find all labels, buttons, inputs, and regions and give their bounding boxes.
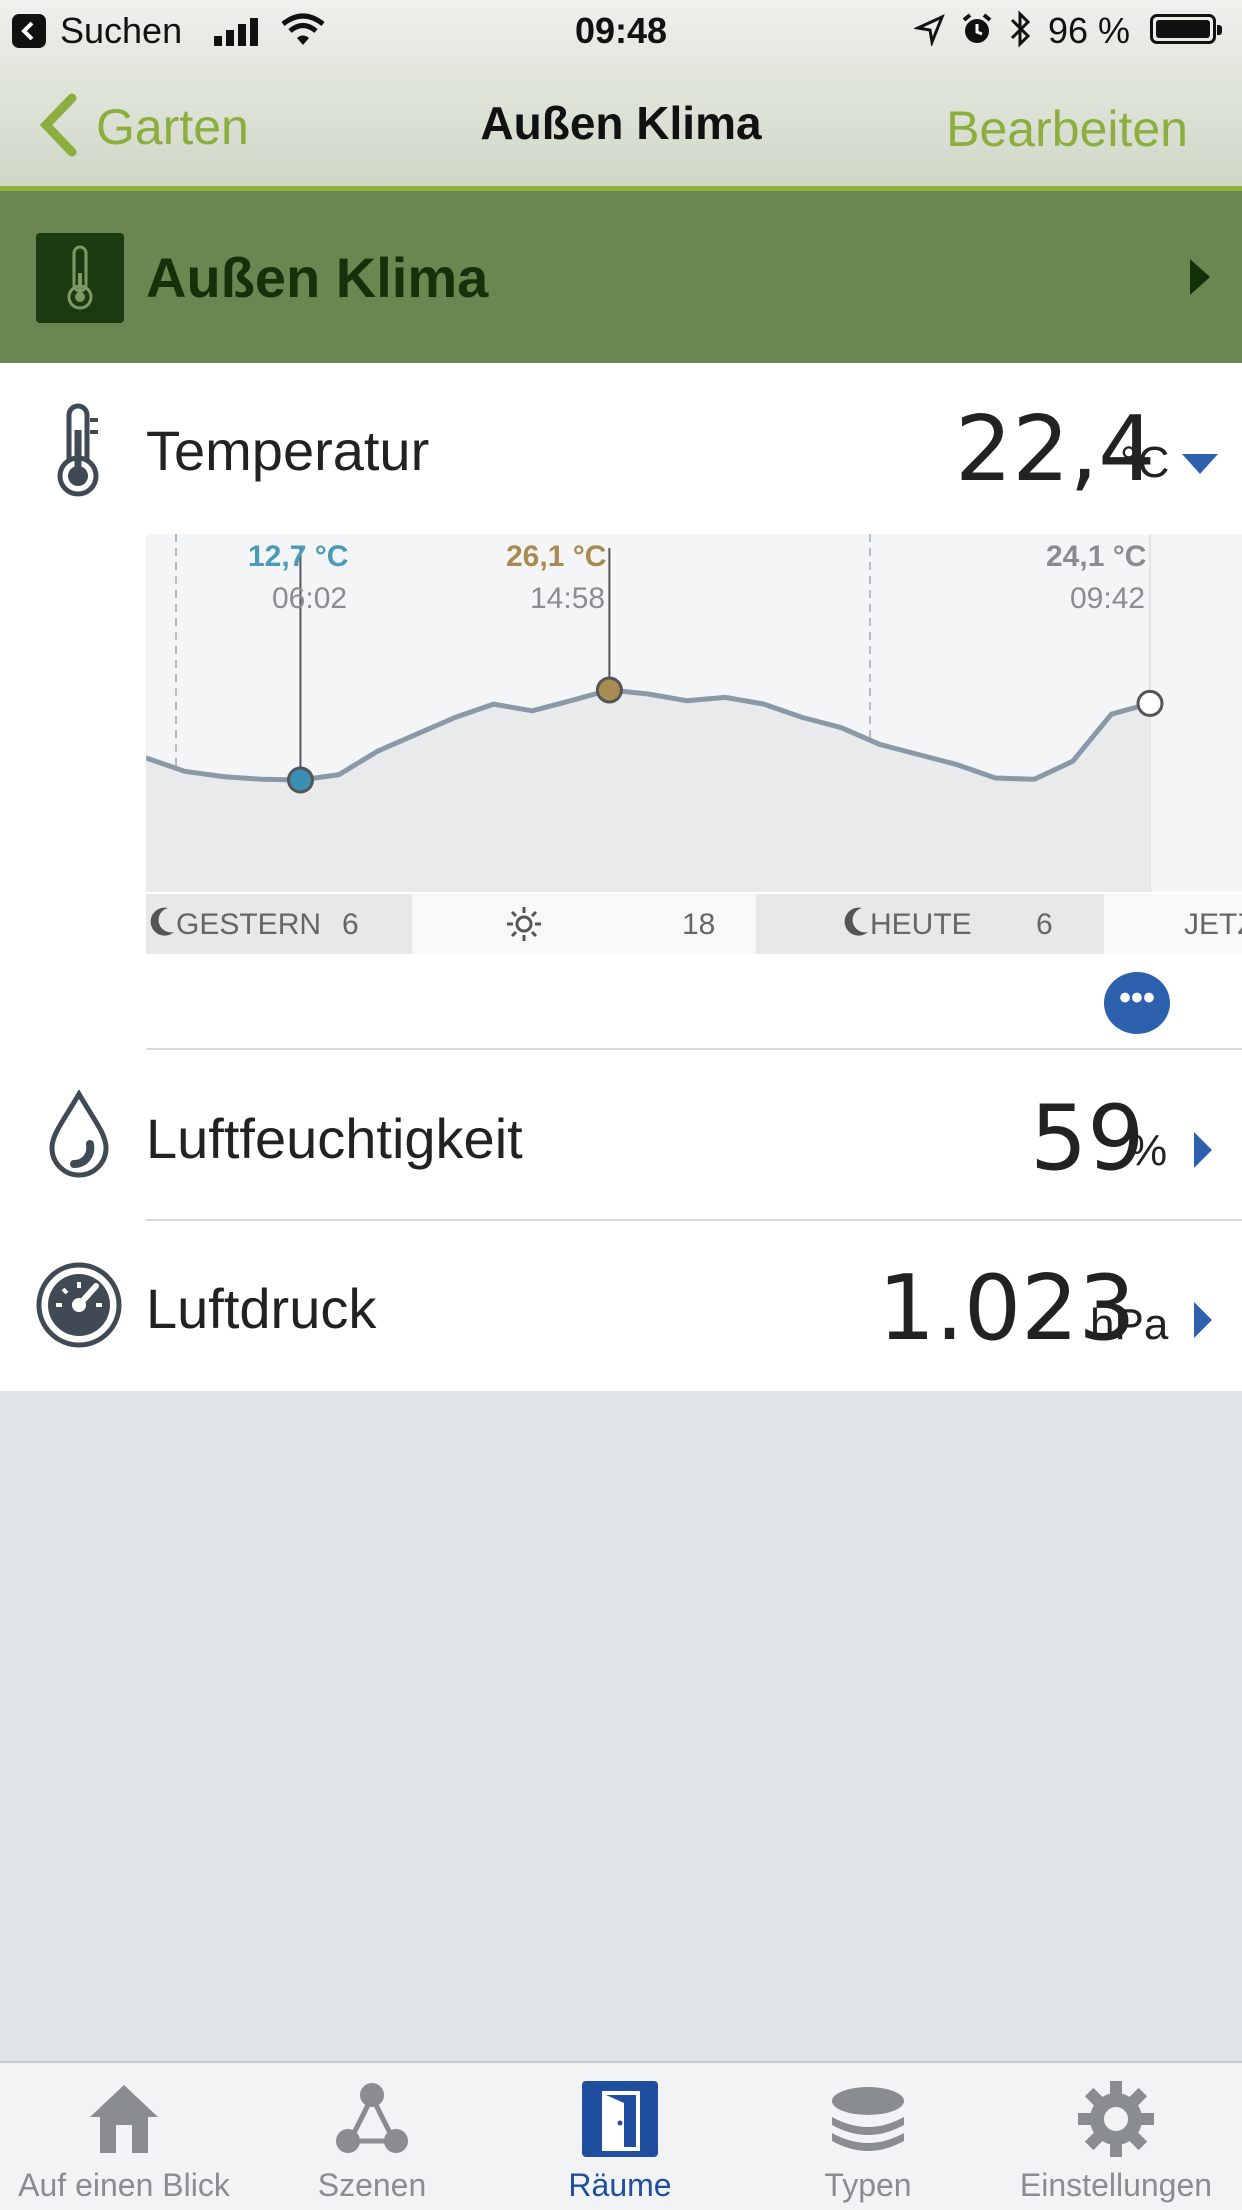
tab-settings[interactable]: Einstellungen bbox=[992, 2063, 1240, 2210]
max-time-label: 14:58 bbox=[530, 582, 606, 615]
chevron-down-icon[interactable] bbox=[1180, 452, 1220, 478]
temperature-value: 22,4 bbox=[955, 397, 1156, 502]
axis-label-today: HEUTE bbox=[870, 908, 972, 941]
gauge-icon bbox=[36, 1262, 122, 1348]
moon-icon bbox=[150, 907, 174, 936]
humidity-label[interactable]: Luftfeuchtigkeit bbox=[146, 1107, 523, 1170]
night-band-yesterday bbox=[146, 894, 412, 954]
min-value-label: 12,7 °C bbox=[248, 540, 349, 573]
temperature-label: Temperatur bbox=[146, 419, 430, 482]
edit-button[interactable]: Bearbeiten bbox=[946, 101, 1188, 157]
room-thermometer-icon bbox=[36, 233, 124, 323]
back-button[interactable]: Garten bbox=[96, 99, 249, 155]
gear-icon bbox=[1078, 2081, 1154, 2157]
chart-canvas bbox=[145, 534, 1164, 892]
tab-overview[interactable]: Auf einen Blick bbox=[0, 2063, 248, 2210]
tab-bar: Auf einen Blick Szenen Räume Typen bbox=[0, 2061, 1242, 2210]
axis-label-yesterday: GESTERN bbox=[176, 908, 322, 941]
clock: 09:48 bbox=[574, 10, 668, 51]
bluetooth-icon bbox=[1010, 10, 1031, 48]
night-band-today bbox=[756, 894, 1104, 954]
temperature-unit: °C bbox=[1120, 438, 1170, 487]
room-title: Außen Klima bbox=[146, 246, 489, 309]
humidity-value: 59 bbox=[1030, 1086, 1145, 1191]
pressure-label[interactable]: Luftdruck bbox=[146, 1277, 377, 1340]
scenes-icon bbox=[336, 2083, 408, 2153]
axis-tick-6-yesterday: 6 bbox=[342, 908, 359, 941]
location-icon bbox=[914, 14, 945, 46]
room-header[interactable]: Außen Klima bbox=[0, 191, 1242, 363]
back-to-app-icon[interactable] bbox=[12, 14, 46, 48]
axis-label-now: JETZT bbox=[1184, 908, 1242, 941]
min-time-label: 06:02 bbox=[272, 582, 348, 615]
layers-icon bbox=[832, 2087, 904, 2151]
axis-tick-18: 18 bbox=[682, 908, 716, 941]
door-icon bbox=[582, 2081, 658, 2157]
axis-tick-6-today: 6 bbox=[1036, 908, 1053, 941]
sun-icon bbox=[507, 907, 541, 941]
more-button[interactable]: ••• bbox=[1104, 972, 1170, 1034]
signal-icon bbox=[214, 18, 258, 46]
tab-label: Szenen bbox=[317, 2167, 427, 2203]
battery-percent: 96 % bbox=[1048, 10, 1131, 51]
divider bbox=[146, 1048, 1242, 1050]
max-value-label: 26,1 °C bbox=[506, 540, 607, 573]
back-app-label[interactable]: Suchen bbox=[60, 10, 183, 51]
chevron-right-icon[interactable] bbox=[1188, 257, 1212, 297]
pressure-value: 1.023 bbox=[878, 1256, 1136, 1361]
tab-scenes[interactable]: Szenen bbox=[248, 2063, 496, 2210]
current-point bbox=[1136, 689, 1164, 717]
moon-icon bbox=[844, 907, 868, 936]
top-bar: Suchen 09:48 96 % Garten Außen Klima Bea… bbox=[0, 0, 1242, 191]
water-drop-icon bbox=[49, 1090, 109, 1178]
current-time-label: 09:42 bbox=[1070, 582, 1146, 615]
tab-label: Einstellungen bbox=[1019, 2167, 1213, 2203]
chevron-right-icon[interactable] bbox=[1192, 1130, 1214, 1170]
chart-time-axis: GESTERN 6 18 HEUTE 6 JETZT bbox=[146, 894, 1242, 954]
tab-rooms[interactable]: Räume bbox=[496, 2063, 744, 2210]
pressure-unit: hPa bbox=[1090, 1300, 1169, 1349]
tab-types[interactable]: Typen bbox=[744, 2063, 992, 2210]
alarm-icon bbox=[962, 13, 992, 43]
house-icon bbox=[90, 2085, 158, 2153]
min-point bbox=[286, 766, 314, 794]
page-title: Außen Klima bbox=[480, 97, 762, 149]
chevron-right-icon[interactable] bbox=[1192, 1300, 1214, 1340]
current-value-label: 24,1 °C bbox=[1046, 540, 1147, 573]
thermometer-icon bbox=[57, 403, 99, 497]
chart-area-fill bbox=[146, 690, 1150, 892]
temperature-chart[interactable]: 12,7 °C 06:02 26,1 °C 14:58 24,1 °C 09:4… bbox=[145, 534, 1242, 892]
tab-label: Auf einen Blick bbox=[18, 2167, 230, 2203]
max-point bbox=[595, 676, 623, 704]
wifi-icon bbox=[281, 13, 325, 45]
tab-label: Typen bbox=[824, 2167, 912, 2203]
humidity-unit: % bbox=[1128, 1126, 1168, 1175]
divider bbox=[146, 1219, 1242, 1221]
chevron-left-icon[interactable] bbox=[36, 92, 80, 158]
battery-icon bbox=[1150, 14, 1222, 44]
tab-label: Räume bbox=[568, 2167, 672, 2203]
